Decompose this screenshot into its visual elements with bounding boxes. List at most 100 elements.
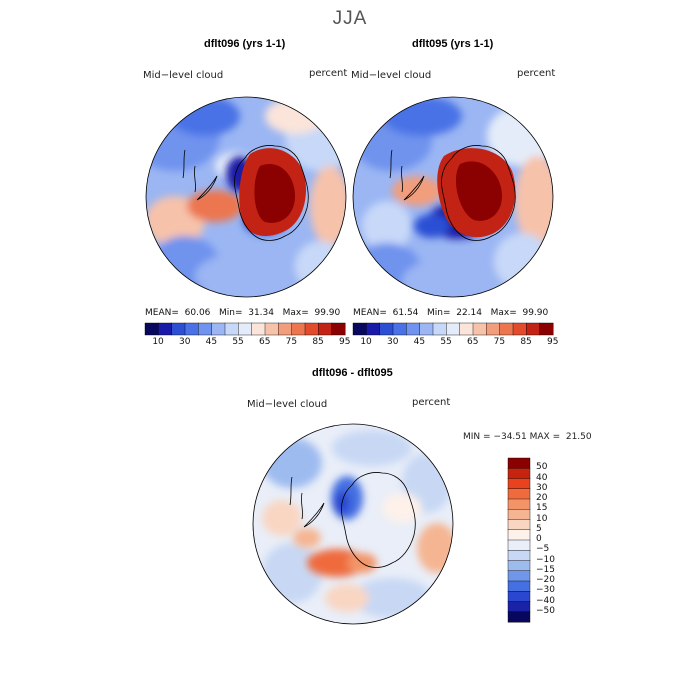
panel-1-mean-label: MEAN= (145, 308, 179, 318)
panel-1-colorbar-segment (291, 322, 306, 336)
panel-2-min-label: Min= (426, 308, 451, 318)
panel-1-antarctica-coastline (196, 145, 309, 241)
difference-colorbar-tick-label: −5 (536, 544, 550, 555)
panel-1-polar-map (145, 96, 347, 298)
panel-2-colorbar-segment (486, 322, 501, 336)
panel-2-colorbar-segment (446, 322, 461, 336)
panel-2-south-america-coastline (389, 149, 403, 193)
panel-2-colorbar-segment (499, 322, 514, 336)
panel-2-colorbar-segment (366, 322, 381, 336)
season-title: JJA (332, 8, 368, 29)
panel-2-colorbar-tick-label: 85 (520, 337, 532, 347)
panel-1-colorbar-segment (198, 322, 213, 336)
panel-2-antarctica-coastline (403, 145, 516, 241)
difference-min-label: MIN = (463, 432, 491, 442)
difference-colorbar-tick-label: 50 (536, 462, 548, 473)
difference-colorbar-tick-label: −10 (536, 554, 555, 565)
difference-colorbar-tick-label: 20 (536, 493, 548, 503)
difference-max-value: 21.50 (565, 432, 592, 442)
panel-1-colorbar-segment (278, 322, 293, 336)
panel-2-polar-map (352, 96, 554, 298)
difference-colorbar-tick-label: 40 (536, 472, 548, 483)
panel-1-max-value: 99.90 (314, 308, 341, 318)
panel-2-colorbar-segment (352, 322, 367, 336)
difference-min-max: MIN = −34.51 MAX = 21.50 (463, 432, 592, 442)
panel-2-colorbar-tick-label: 55 (440, 337, 452, 347)
panel-1-min-value: 31.34 (248, 308, 274, 318)
panel-1-colorbar-segment (251, 322, 266, 336)
panel-2-colorbar-segment (459, 322, 474, 336)
panel-1-colorbar-tick-label: 75 (285, 337, 298, 347)
panel-1-colorbar-segment (184, 322, 199, 336)
difference-colorbar-segment (507, 601, 531, 613)
panel-1-variable-label: Mid−level cloud (143, 70, 224, 81)
difference-colorbar-segment (507, 488, 531, 500)
panel-1-colorbar-segment (158, 322, 173, 336)
difference-units-label: percent (412, 397, 451, 408)
panel-1-min-label: Min= (218, 308, 243, 318)
difference-colorbar-tick-label: −50 (536, 605, 555, 616)
difference-colorbar-segment (507, 539, 531, 551)
panel-1-colorbar-segment (264, 322, 279, 336)
panel-2-colorbar-tick-label: 30 (387, 337, 399, 347)
panel-2-max-value: 99.90 (522, 308, 549, 318)
difference-colorbar-tick-label: −30 (536, 585, 555, 596)
panel-2-mean-label: MEAN= (353, 308, 387, 318)
panel-2-title: dflt095 (yrs 1-1) (412, 38, 494, 50)
difference-south-america-coastline (289, 476, 303, 520)
difference-colorbar-segment (507, 570, 531, 582)
difference-colorbar-segment (507, 498, 531, 510)
panel-2-mean-value: 61.54 (392, 308, 419, 318)
difference-colorbar-segment (507, 580, 531, 592)
difference-colorbar-segment (507, 591, 531, 603)
difference-min-value: −34.51 (493, 432, 527, 442)
difference-colorbar-segment (507, 519, 531, 531)
panel-1-colorbar-tick-label: 45 (205, 337, 218, 347)
panel-1-colorbar (144, 322, 346, 336)
panel-2-colorbar-segment (472, 322, 487, 336)
panel-2-colorbar-segment (539, 322, 554, 336)
panel-2-min-value: 22.14 (456, 308, 482, 318)
panel-1-colorbar-segment (304, 322, 319, 336)
panel-1-stats: MEAN= 60.06 Min= 31.34 Max= 99.90 (145, 308, 340, 318)
difference-polar-map (252, 423, 454, 625)
difference-title: dflt096 - dflt095 (312, 367, 393, 379)
panel-1-colorbar-segment (211, 322, 226, 336)
panel-1-colorbar-segment (238, 322, 253, 336)
difference-colorbar-segment (507, 611, 531, 623)
difference-antarctica-coastline (303, 472, 416, 568)
panel-2-max-label: Max= (490, 308, 517, 318)
panel-2-colorbar-segment (512, 322, 527, 336)
panel-2-max-region (455, 161, 502, 221)
panel-1-colorbar-tick-label: 55 (232, 337, 244, 347)
panel-1-colorbar-ticks: 10 30 45 55 65 75 85 95 (145, 337, 350, 349)
panel-2-colorbar-segment (392, 322, 407, 336)
panel-2-map-border (352, 96, 554, 298)
panel-1-colorbar-tick-label: 10 (152, 337, 164, 347)
panel-1-mean-value: 60.06 (184, 308, 211, 318)
panel-2-colorbar-segment (432, 322, 447, 336)
difference-colorbar-tick-label: −40 (536, 595, 555, 606)
panel-2-colorbar-tick-label: 10 (360, 337, 372, 347)
difference-colorbar-segment (507, 550, 531, 562)
panel-1-max-region (254, 164, 295, 223)
difference-colorbar-segment (507, 560, 531, 572)
difference-colorbar-ticks: 50 40 30 20 15 10 5 0 −5 −10 −15 −20 −30 −40 −50 (536, 458, 576, 622)
difference-colorbar-tick-label: 0 (536, 534, 542, 544)
panel-1-colorbar-segment (331, 322, 346, 336)
panel-1-colorbar-segment (144, 322, 159, 336)
difference-colorbar-segment (507, 478, 531, 490)
difference-colorbar-segment (507, 468, 531, 480)
panel-2-colorbar-tick-label: 75 (493, 337, 506, 347)
panel-2-colorbar-ticks: 10 30 45 55 65 75 85 95 (353, 337, 558, 349)
difference-colorbar-segment (507, 529, 531, 541)
panel-1-map-border (145, 96, 347, 298)
panel-1-south-america-coastline (182, 149, 196, 193)
panel-1-colorbar-tick-label: 85 (312, 337, 324, 347)
panel-2-stats: MEAN= 61.54 Min= 22.14 Max= 99.90 (353, 308, 548, 318)
panel-1-colorbar-segment (318, 322, 333, 336)
panel-2-colorbar-tick-label: 95 (547, 337, 559, 347)
panel-2-colorbar-tick-label: 45 (413, 337, 426, 347)
panel-1-colorbar-segment (224, 322, 239, 336)
